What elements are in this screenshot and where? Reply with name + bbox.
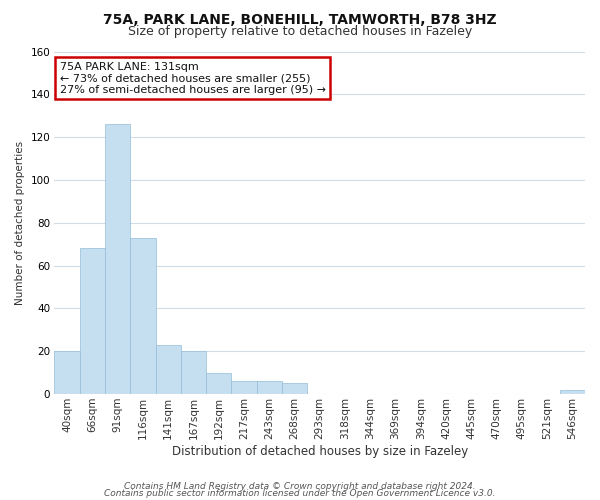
Bar (130, 238, 155, 394)
Bar (560, 390, 585, 394)
Bar (55, 351, 80, 394)
Bar (181, 351, 206, 394)
Bar (80, 248, 105, 394)
Bar (155, 345, 181, 394)
Text: Contains HM Land Registry data © Crown copyright and database right 2024.: Contains HM Land Registry data © Crown c… (124, 482, 476, 491)
Text: Size of property relative to detached houses in Fazeley: Size of property relative to detached ho… (128, 25, 472, 38)
Bar (282, 384, 307, 394)
Text: 75A, PARK LANE, BONEHILL, TAMWORTH, B78 3HZ: 75A, PARK LANE, BONEHILL, TAMWORTH, B78 … (103, 12, 497, 26)
Bar (257, 381, 282, 394)
Y-axis label: Number of detached properties: Number of detached properties (15, 140, 25, 305)
Bar (105, 124, 130, 394)
Text: Contains public sector information licensed under the Open Government Licence v3: Contains public sector information licen… (104, 489, 496, 498)
Bar (232, 381, 257, 394)
Text: 75A PARK LANE: 131sqm
← 73% of detached houses are smaller (255)
27% of semi-det: 75A PARK LANE: 131sqm ← 73% of detached … (60, 62, 326, 95)
Bar (206, 372, 232, 394)
X-axis label: Distribution of detached houses by size in Fazeley: Distribution of detached houses by size … (172, 444, 468, 458)
